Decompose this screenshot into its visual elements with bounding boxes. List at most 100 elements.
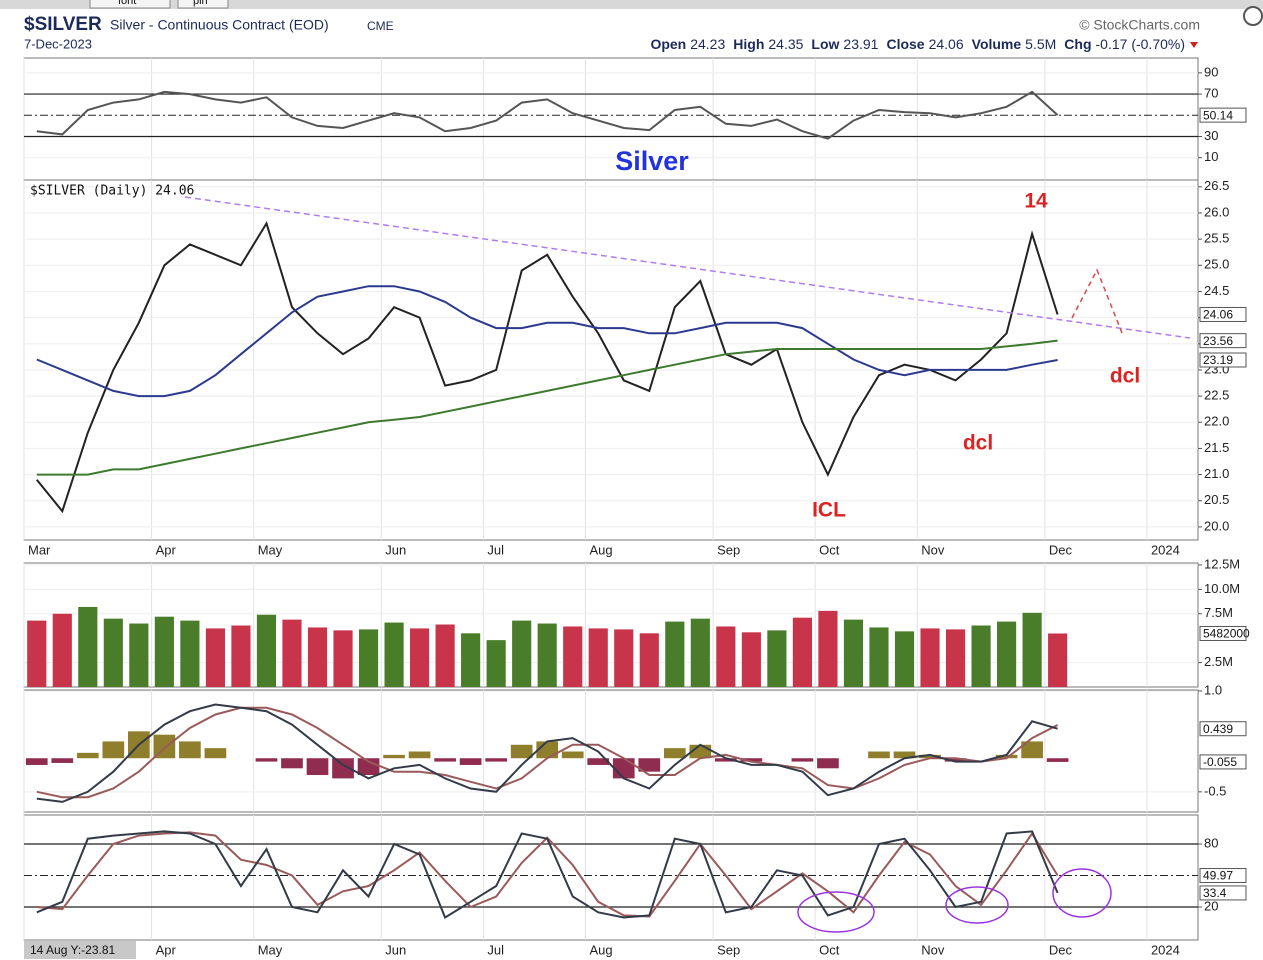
bar: [665, 621, 685, 687]
crosshair-readout: 14 Aug Y:-23.81: [30, 943, 116, 957]
bar: [51, 758, 74, 763]
x-tick-label: 2024: [1151, 542, 1180, 557]
bar: [791, 758, 814, 762]
bar: [1048, 633, 1068, 687]
y-tick-label: 26.5: [1204, 178, 1229, 193]
annotation: dcl: [1110, 365, 1140, 388]
highlight-circle: [1052, 868, 1112, 918]
bar: [78, 606, 98, 687]
x-tick-label: Apr: [156, 542, 177, 557]
quote-label: Volume: [972, 36, 1022, 52]
bar: [205, 628, 225, 687]
bar: [461, 633, 481, 687]
y-tick-label: 12.5M: [1204, 556, 1240, 571]
bar: [561, 751, 584, 759]
y-tick-label: 22.0: [1204, 414, 1229, 429]
annotation: Silver: [615, 146, 689, 176]
x-tick-label: Jul: [487, 942, 504, 957]
window-control[interactable]: [1243, 6, 1263, 26]
y-tick-label: 10.0M: [1204, 581, 1240, 596]
crosshair-box: [24, 941, 136, 959]
legend-entry: $SILVER (Daily) 24.06: [30, 184, 194, 199]
bar: [612, 758, 635, 779]
bar: [944, 758, 967, 762]
bar: [486, 640, 506, 687]
toolbar-tab[interactable]: [89, 0, 171, 9]
last-value-box: [1199, 306, 1247, 322]
last-value-label: 33.4: [1203, 886, 1227, 900]
series-line: [36, 703, 1058, 803]
x-tick-label: Sep: [717, 942, 740, 957]
symbol: $SILVER: [24, 14, 102, 35]
bar: [332, 758, 354, 779]
y-tick-label: -0.5: [1204, 783, 1226, 798]
last-value-box: [1199, 754, 1247, 770]
x-tick-label: Apr: [156, 942, 177, 957]
bar: [154, 616, 174, 687]
bar: [459, 758, 482, 765]
toolbar-label[interactable]: font: [118, 0, 136, 7]
bar: [997, 621, 1017, 687]
bar: [282, 619, 302, 687]
quote-value: 23.91: [843, 36, 878, 52]
series-line: [36, 706, 1059, 799]
bar: [843, 619, 864, 687]
bar: [995, 754, 1018, 759]
bar: [663, 748, 686, 759]
toolbar-label[interactable]: pin: [193, 0, 208, 7]
quote-label: Chg: [1064, 36, 1091, 52]
bar: [638, 758, 661, 772]
bar: [512, 620, 532, 687]
bar: [25, 758, 48, 765]
y-tick-label: 20.0: [1204, 518, 1229, 533]
bar: [357, 758, 380, 776]
last-value-label: -0.055: [1203, 755, 1237, 769]
bar: [614, 629, 634, 687]
bar: [893, 751, 916, 759]
toolbar-tab[interactable]: [177, 0, 229, 9]
bar: [767, 630, 787, 687]
bar: [919, 754, 941, 759]
bar: [510, 744, 533, 759]
bar: [920, 628, 940, 687]
x-tick-label: May: [258, 942, 283, 957]
bar: [179, 741, 201, 759]
y-tick-label: 1.0: [1204, 682, 1222, 697]
last-value-box: [1199, 868, 1247, 884]
quote-label: Close: [886, 36, 924, 52]
y-tick-label: 22.5: [1204, 388, 1229, 403]
bar: [536, 741, 559, 759]
down-arrow: [1190, 42, 1198, 48]
bar: [76, 752, 99, 759]
x-tick-label: Jun: [385, 942, 406, 957]
trendline: [184, 196, 1191, 339]
quote-value: 24.35: [768, 36, 803, 52]
x-tick-label: Dec: [1049, 942, 1073, 957]
bar: [1021, 741, 1043, 759]
quote-label: Low: [811, 36, 839, 52]
y-tick-label: 25.0: [1204, 257, 1229, 272]
y-tick-label: 90: [1204, 64, 1218, 79]
y-tick-label: 20: [1204, 898, 1218, 913]
bar: [817, 758, 839, 769]
y-tick-label: 70: [1204, 86, 1218, 101]
bar: [52, 613, 72, 687]
bar: [333, 630, 353, 687]
bar: [818, 610, 838, 687]
quote-value: 24.06: [929, 36, 964, 52]
quote-label: High: [733, 36, 764, 52]
bar: [204, 748, 227, 759]
bar: [180, 620, 200, 687]
series-line: [36, 285, 1058, 398]
projection: [1071, 268, 1123, 334]
toolbar-strip: [0, 0, 1263, 9]
x-tick-label: Aug: [589, 542, 612, 557]
bar: [971, 625, 991, 687]
last-value-label: 50.14: [1203, 108, 1233, 122]
x-tick-label: Sep: [717, 542, 740, 557]
y-tick-label: 25.5: [1204, 231, 1229, 246]
bar: [255, 758, 278, 762]
series-line: [36, 339, 1058, 476]
x-tick-label: Nov: [921, 542, 945, 557]
bar: [408, 751, 431, 759]
